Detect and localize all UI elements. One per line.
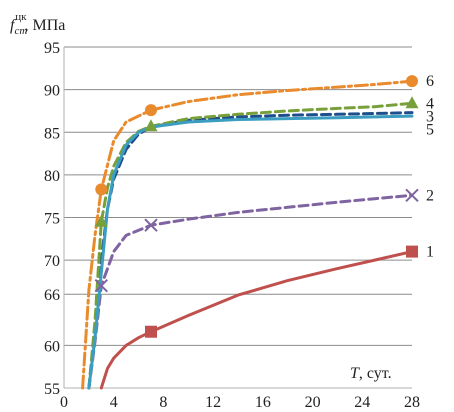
y-axis-label: fcm цк, МПа [10,11,65,37]
series-marker-2 [144,218,158,232]
x-tick-label: 0 [60,394,68,411]
series-markers [94,75,419,338]
series-marker-2 [94,278,108,293]
series-label-2: 2 [426,187,434,204]
y-tick-label: 85 [44,125,60,142]
series-line-1 [99,250,414,390]
y-tick-labels: 55 60 66 70 75 80 85 90 95 [44,40,60,398]
x-axis-symbol: T [350,365,360,382]
x-tick-label: 8 [159,394,167,411]
series-label-6: 6 [426,73,434,90]
y-axis-subscript: cm [14,25,27,37]
series-marker-2 [405,188,419,203]
series-label-5: 5 [426,121,434,138]
y-tick-label: 75 [44,211,60,228]
x-tick-label: 12 [205,394,221,411]
y-tick-label: 66 [44,287,60,304]
x-tick-label: 4 [110,394,118,411]
y-tick-label: 90 [44,83,60,100]
x-tick-labels: 0 4 8 12 16 20 24 28 [60,394,420,411]
y-axis-symbol: f [10,17,17,34]
series-marker-1 [406,245,418,258]
x-tick-label: 24 [354,394,370,411]
series-end-labels: 6 435 2 1 [426,73,434,261]
series-marker-6 [406,75,418,88]
series-marker-1 [145,325,157,338]
series-label-4: 4 [426,95,434,112]
y-tick-label: 70 [44,253,60,270]
series-marker-6 [95,183,108,196]
series-marker-4 [94,214,108,227]
series-marker-4 [405,96,419,109]
series-marker-4 [144,119,158,132]
series-marker-6 [145,104,157,117]
series-label-1: 1 [426,244,434,261]
x-tick-label: 28 [404,394,420,411]
y-tick-label: 80 [44,168,60,185]
y-tick-label: 95 [44,40,60,57]
x-tick-label: 20 [305,394,321,411]
x-tick-label: 16 [255,394,271,411]
x-axis-label: T, сут. [350,365,392,382]
y-tick-label: 60 [44,338,60,355]
series-line-3 [87,111,414,390]
y-tick-label: 55 [44,381,60,398]
series-line-5 [87,114,414,390]
x-axis-unit: , сут. [359,365,392,382]
series-label-3: 3 [426,108,434,125]
series-lines [81,79,414,390]
y-axis-superscript: цк [15,11,27,23]
grid-lines [64,46,412,389]
y-axis-unit: , МПа [25,17,66,34]
